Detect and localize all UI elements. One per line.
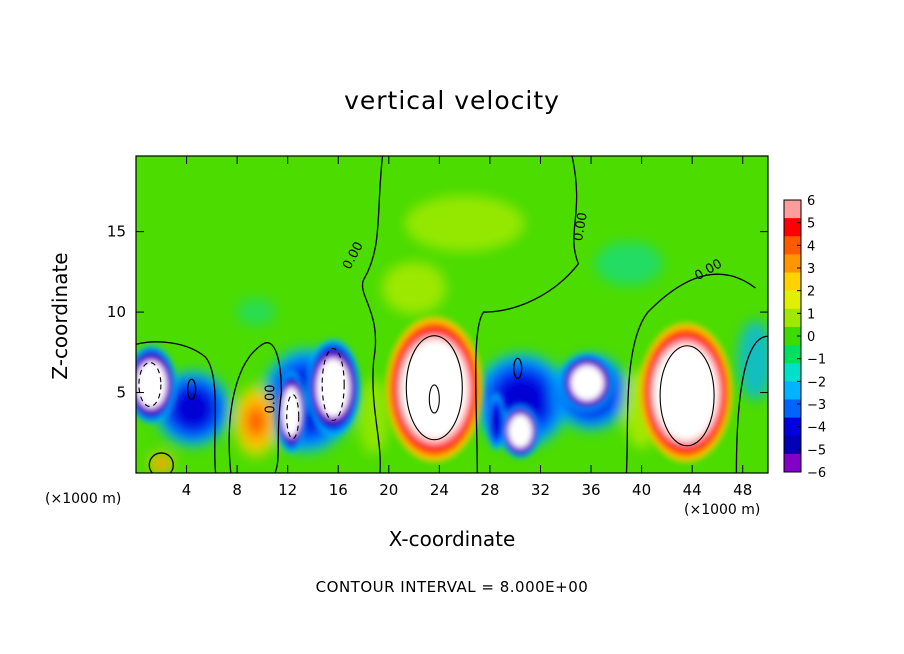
zero-contour-loop [513,357,523,380]
x-unit-right: (×1000 m) [684,502,761,518]
contour-interval-text: CONTOUR INTERVAL = 8.000E+00 [315,578,589,596]
updraft-core [637,320,734,465]
colorbar-tick-label: −6 [807,466,826,481]
colorbar-tick-label: 0 [807,330,815,345]
colorbar-tick-label: 3 [807,262,815,277]
downdraft-core [500,403,541,460]
x-tick-label: 12 [278,481,297,499]
colorbar-swatch [784,308,801,328]
colorbar-swatch [784,326,801,346]
upper-cyan-patch [594,241,663,286]
x-tick-label: 24 [430,481,449,499]
y-tick-label: 5 [116,384,126,402]
colorbar-swatch [784,417,801,437]
colorbar-swatch [784,453,801,473]
negative-contour [138,361,162,408]
y-tick-label: 15 [107,223,126,241]
y-tick-label: 10 [107,303,126,321]
colorbar: 6 5 4 3 2 1 0 −1 −2 −3 −4 −5 −6 [783,194,826,481]
contour-label: 0.00 [571,211,591,242]
x-tick-label: 20 [379,481,398,499]
colorbar-tick-label: −2 [807,375,826,390]
x-unit-left: (×1000 m) [45,491,122,507]
upper-yellow-patch [382,261,447,314]
downdraft-core [486,391,507,452]
contour-label: 0.00 [264,385,279,414]
downdraft-core [305,337,362,438]
x-tick-label: 8 [232,481,242,499]
colorbar-swatch [784,381,801,400]
colorbar-tick-label: −4 [807,421,826,436]
x-tick-label: 48 [733,481,752,499]
right-edge-blue [737,320,768,401]
positive-contour [428,384,440,414]
zero-contour [228,342,283,473]
negative-contour [321,347,345,422]
colorbar-swatch [784,200,801,219]
colorbar-swatch [784,236,801,255]
x-tick-label: 32 [531,481,550,499]
colorbar-swatch [784,435,801,455]
colorbar-tick-label: 2 [807,285,815,300]
updraft-band [230,379,283,464]
x-tick-label: 4 [182,481,192,499]
colorbar-tick-label: 6 [807,194,815,209]
downdraft-core [559,352,616,413]
colorbar-swatch [784,272,801,292]
zero-contour [136,341,217,473]
colorbar-tick-label: 1 [807,307,815,322]
downdraft-core [136,344,178,425]
negative-contour [286,394,300,440]
x-tick-label: 16 [329,481,348,499]
plot-frame [135,155,769,474]
colorbar-tick-label: 4 [807,239,815,254]
velocity-field [136,156,768,473]
downdraft-core [275,369,308,454]
colorbar-swatch [784,290,801,310]
upper-cyan-patch [236,298,277,327]
core-layer [136,314,734,465]
colorbar-swatch [784,399,801,419]
colorbar-tick-label: −1 [807,353,826,368]
updraft-core [384,314,485,465]
x-tick-label: 28 [480,481,499,499]
x-tick-label: 44 [683,481,702,499]
colorbar-tick-label: −5 [807,443,826,458]
x-axis-label: X-coordinate [388,527,516,551]
zero-contour [361,156,384,473]
positive-contour [405,335,463,441]
colorbar-swatch [784,363,801,382]
weak-updraft [357,378,390,455]
x-tick-label: 40 [632,481,651,499]
updraft-band [147,451,176,473]
colorbar-tick-label: 5 [807,217,815,232]
positive-contour [659,345,715,447]
x-tick-label: 36 [581,481,600,499]
chart-title: vertical velocity [344,86,560,115]
colorbar-swatch [784,254,801,274]
zero-contour [625,273,756,473]
colorbar-swatch [784,218,801,237]
zero-contour [475,156,580,473]
colorbar-swatch [784,345,801,364]
zero-contour-loop [186,378,197,400]
zero-contour [735,335,768,473]
colorbar-tick-label: −3 [807,398,826,413]
upper-yellow-patch [404,195,525,252]
zero-contour-loop [148,452,174,473]
